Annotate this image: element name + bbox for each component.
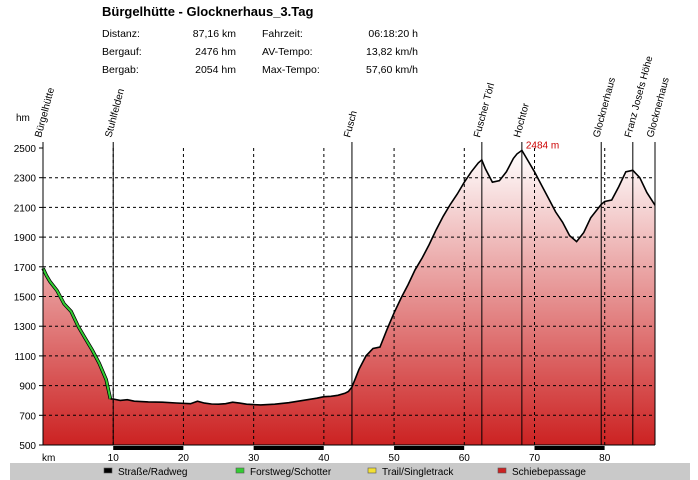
x-axis-bar-segment <box>464 446 535 450</box>
waypoint-label: Glocknerhaus <box>645 76 672 138</box>
x-axis-bar-segment <box>43 446 114 450</box>
chart-title: Bürgelhütte - Glocknerhaus_3.Tag <box>102 4 313 19</box>
stat-value: 57,60 km/h <box>366 64 418 76</box>
legend-swatch <box>497 467 507 474</box>
legend-swatch <box>367 467 377 474</box>
stat-label: AV-Tempo: <box>262 46 313 58</box>
y-tick-label: 1700 <box>14 263 37 274</box>
stat-value: 13,82 km/h <box>366 46 418 58</box>
stat-value: 87,16 km <box>193 28 236 40</box>
x-axis-bar-segment <box>323 446 395 450</box>
y-tick-label: 2300 <box>14 174 37 185</box>
x-tick-label: 20 <box>178 453 190 464</box>
waypoint-label: Fuscher Törl <box>472 82 497 139</box>
elevation-line: 2484 m <box>41 140 656 406</box>
x-tick-label: 80 <box>599 453 611 464</box>
axes: 500 700 900 1100 1300 1500 1700 1900 2100 2300 250… <box>14 144 655 464</box>
x-tick-label: 10 <box>108 453 120 464</box>
y-tick-label: 1500 <box>14 293 37 304</box>
surface-segment-line <box>110 149 656 406</box>
x-tick-label: 60 <box>459 453 471 464</box>
surface-segment-line <box>42 267 112 400</box>
waypoint-label: Hochtor <box>512 101 532 138</box>
x-tick-label: 70 <box>529 453 541 464</box>
x-axis-label: km <box>42 453 55 464</box>
legend-swatch <box>235 467 245 474</box>
legend: Straße/Radweg Forstweg/Schotter Trail/Sing… <box>103 467 586 478</box>
stat-label: Bergab: <box>102 64 139 76</box>
peak-elevation-label: 2484 m <box>526 140 559 151</box>
y-tick-label: 500 <box>19 441 36 452</box>
x-tick-label: 40 <box>318 453 330 464</box>
waypoint-label: Glocknerhaus <box>591 76 618 138</box>
legend-label: Straße/Radweg <box>118 467 187 478</box>
y-tick-label: 700 <box>19 411 36 422</box>
x-axis-bar-segment <box>183 446 254 450</box>
y-tick-label: 2100 <box>14 203 37 214</box>
waypoint-label: Bürgelhütte <box>33 86 57 139</box>
legend-label: Trail/Singletrack <box>382 467 454 478</box>
stat-value: 2476 hm <box>195 46 236 58</box>
y-tick-label: 1100 <box>14 352 36 363</box>
stat-value: 06:18:20 h <box>368 28 418 40</box>
y-tick-label: 1300 <box>14 322 37 333</box>
waypoint-label: Fusch <box>342 110 360 139</box>
y-tick-label: 900 <box>19 382 36 393</box>
stat-label: Max-Tempo: <box>262 64 320 76</box>
elevation-area <box>43 150 655 445</box>
y-tick-label: 1900 <box>14 233 37 244</box>
stat-label: Fahrzeit: <box>262 28 303 40</box>
x-axis-bar-segment <box>113 446 184 450</box>
legend-label: Forstweg/Schotter <box>250 467 332 478</box>
x-axis-bar-segment <box>253 446 324 450</box>
x-axis-bar-segment <box>534 446 605 450</box>
stat-value: 2054 hm <box>195 64 236 76</box>
x-axis-bar-segment <box>604 446 655 450</box>
legend-label: Schiebepassage <box>512 467 586 478</box>
elevation-fill <box>43 150 655 445</box>
legend-swatch <box>103 467 113 474</box>
x-tick-label: 50 <box>389 453 401 464</box>
legend-background <box>10 463 690 480</box>
stat-label: Bergauf: <box>102 46 142 58</box>
stat-label: Distanz: <box>102 28 140 40</box>
waypoint-label: Stuhlfelden <box>103 88 127 139</box>
y-axis-label: hm <box>16 113 30 124</box>
x-axis-bar-segment <box>394 446 465 450</box>
x-tick-label: 30 <box>248 453 260 464</box>
y-tick-label: 2500 <box>14 144 37 155</box>
stats-table: Distanz: 87,16 km Fahrzeit: 06:18:20 h Berga… <box>102 28 418 76</box>
